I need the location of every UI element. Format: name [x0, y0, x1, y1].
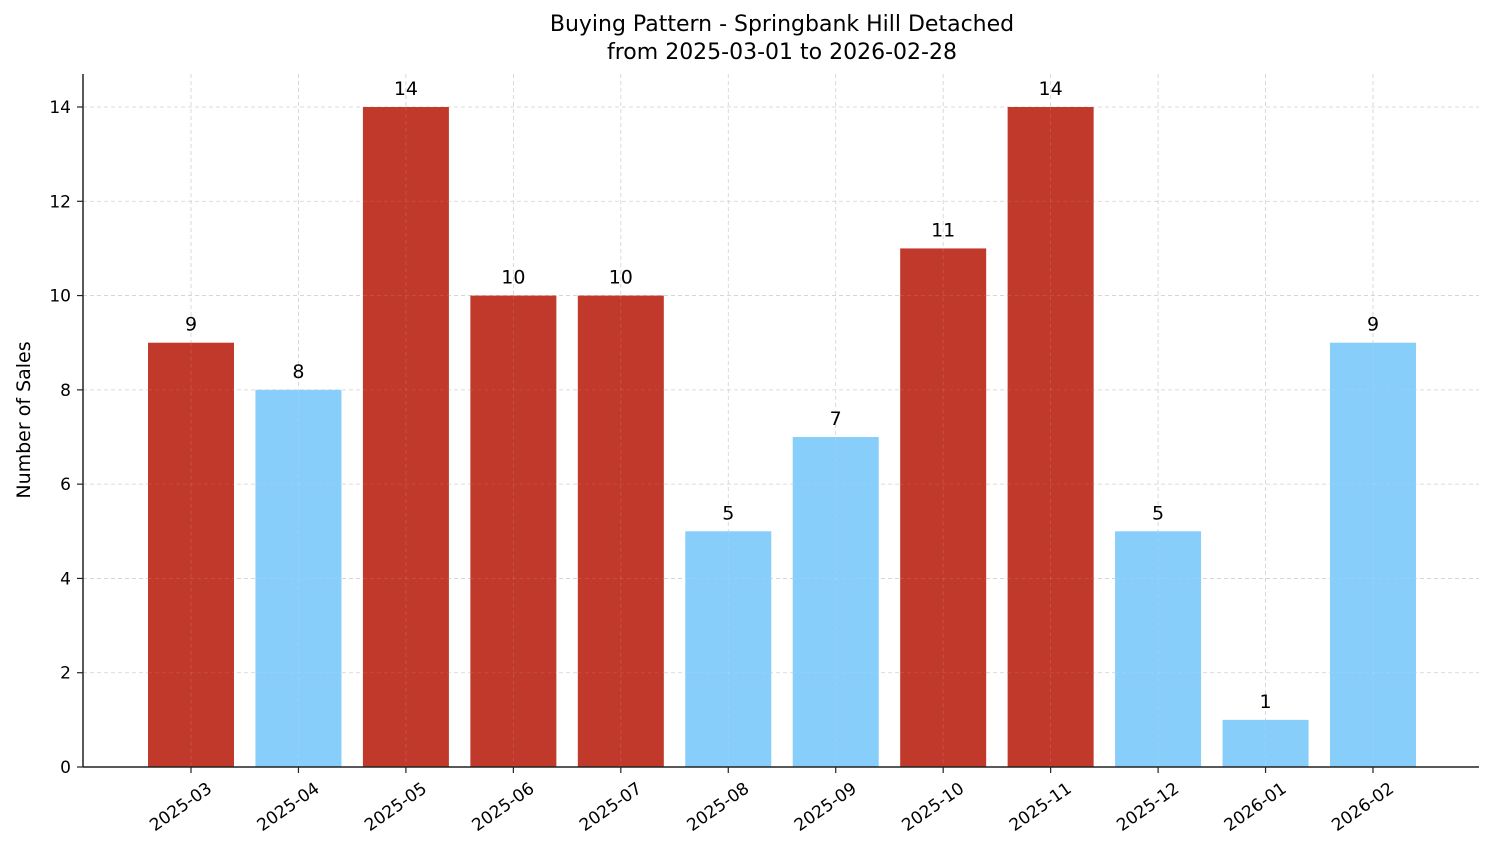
chart-subtitle: from 2025-03-01 to 2026-02-28 — [607, 40, 957, 65]
x-tick-label: 2025-07 — [576, 779, 646, 836]
bar — [470, 295, 557, 767]
y-tick-label: 8 — [60, 381, 71, 401]
bar-value-label: 9 — [1367, 314, 1379, 336]
bar-value-label: 11 — [931, 219, 955, 241]
bar-value-label: 8 — [292, 361, 304, 383]
y-tick-label: 0 — [60, 758, 71, 778]
bar-value-label: 5 — [722, 502, 734, 524]
bar-value-label: 5 — [1152, 502, 1164, 524]
y-tick-label: 14 — [49, 98, 71, 118]
bar-value-label: 10 — [501, 267, 525, 289]
bar — [1330, 342, 1416, 767]
bars — [148, 107, 1416, 767]
x-tick-label: 2025-10 — [898, 779, 968, 836]
x-tick-label: 2025-09 — [791, 779, 861, 836]
bar — [362, 107, 449, 767]
bar — [148, 342, 234, 767]
x-tick-label: 2025-11 — [1006, 779, 1076, 836]
x-tick-label: 2026-02 — [1328, 779, 1398, 836]
bar — [577, 295, 664, 767]
chart-title: Buying Pattern - Springbank Hill Detache… — [549, 12, 1015, 37]
bar-value-label: 10 — [609, 267, 633, 289]
x-tick-label: 2025-03 — [146, 779, 216, 836]
bar — [255, 389, 342, 767]
y-tick-label: 4 — [60, 569, 71, 589]
x-tick-label: 2025-06 — [469, 779, 539, 836]
bar — [1115, 531, 1202, 767]
y-tick-label: 10 — [49, 287, 71, 307]
x-tick-label: 2025-12 — [1113, 779, 1183, 836]
bar — [1222, 719, 1309, 767]
bar-value-label: 14 — [394, 78, 418, 100]
bar-value-label: 9 — [185, 314, 197, 336]
y-tick-label: 2 — [60, 664, 71, 684]
bar — [900, 248, 987, 767]
bar — [685, 531, 772, 767]
x-tick-label: 2025-05 — [361, 779, 431, 836]
x-tick-label: 2026-01 — [1221, 779, 1291, 836]
x-tick-label: 2025-08 — [683, 779, 753, 836]
y-tick-label: 12 — [49, 192, 71, 212]
axes — [77, 74, 1479, 773]
bar — [792, 437, 879, 767]
bar-value-label: 1 — [1259, 691, 1271, 713]
x-tick-label: 2025-04 — [254, 779, 324, 836]
bar — [1007, 107, 1094, 767]
bar-value-label: 14 — [1039, 78, 1063, 100]
bar-value-label: 7 — [830, 408, 842, 430]
y-tick-label: 6 — [60, 475, 71, 495]
